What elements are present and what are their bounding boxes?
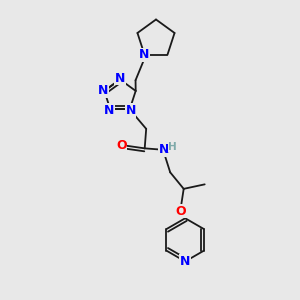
Text: O: O xyxy=(176,205,186,218)
Text: O: O xyxy=(116,139,127,152)
Text: N: N xyxy=(140,48,150,61)
Text: N: N xyxy=(104,104,115,117)
Text: N: N xyxy=(115,71,125,85)
Text: N: N xyxy=(159,143,169,156)
Text: H: H xyxy=(168,142,177,152)
Text: N: N xyxy=(180,255,190,268)
Text: N: N xyxy=(98,84,108,97)
Text: N: N xyxy=(125,104,136,117)
